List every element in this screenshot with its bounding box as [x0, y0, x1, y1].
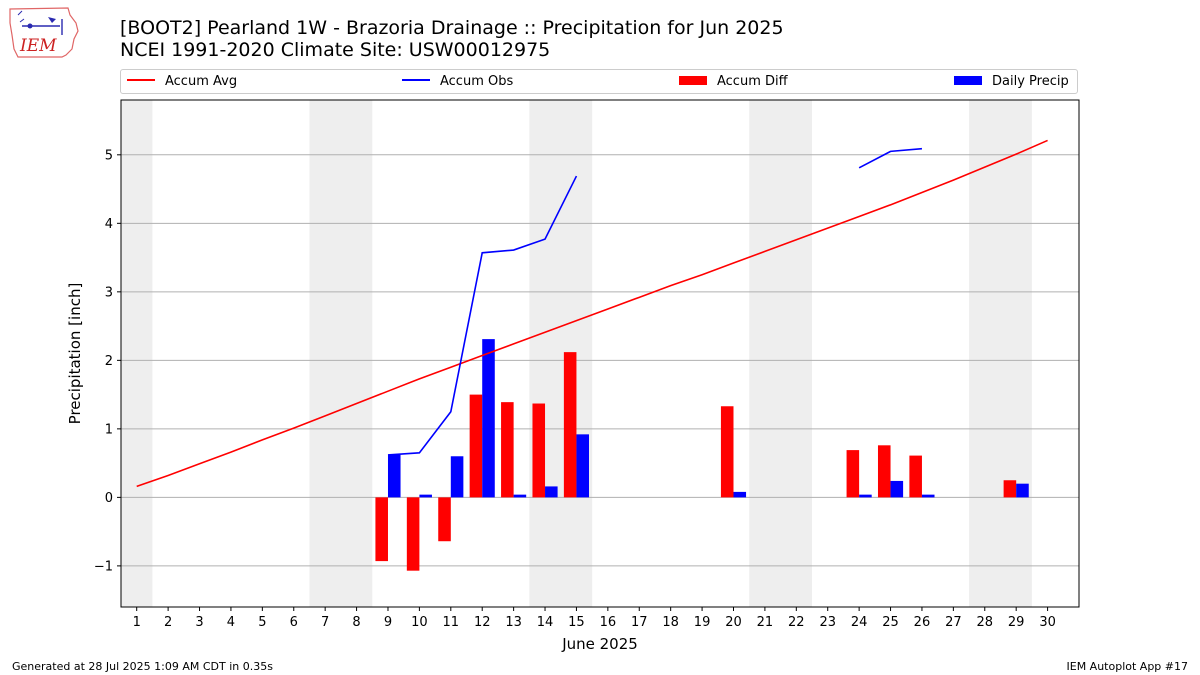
- ytick-label-5: 5: [105, 148, 113, 163]
- daily-precip-bar-day-26: [921, 494, 935, 498]
- xtick-label-11: 11: [443, 615, 460, 630]
- xtick-label-25: 25: [882, 615, 899, 630]
- daily-precip-bar-day-20: [733, 491, 747, 498]
- iowa-map-icon: IEM: [9, 7, 79, 58]
- grid-lines: [121, 154, 1079, 567]
- xtick-label-16: 16: [600, 615, 617, 630]
- xtick-label-17: 17: [631, 615, 648, 630]
- legend-swatch-accum-obs: [402, 79, 430, 81]
- daily-precip-bar-day-12: [482, 339, 495, 498]
- xtick-label-8: 8: [352, 615, 360, 630]
- daily-precip-bar-day-24: [859, 494, 872, 498]
- daily-precip-bar-day-13: [513, 494, 527, 498]
- chart-title: [BOOT2] Pearland 1W - Brazoria Drainage …: [120, 17, 784, 61]
- accum-avg-line: [136, 139, 1048, 488]
- xtick-label-18: 18: [662, 615, 679, 630]
- legend-item-accum-obs: Accum Obs: [402, 74, 513, 90]
- ytick-label-2: 2: [105, 354, 113, 369]
- legend-label-daily-precip: Daily Precip: [992, 74, 1069, 89]
- xtick-label-10: 10: [411, 615, 428, 630]
- y-axis-label: Precipitation [inch]: [66, 283, 84, 425]
- xtick-label-26: 26: [914, 615, 931, 630]
- accum-diff-bar-day-25: [877, 445, 891, 498]
- legend-item-accum-avg: Accum Avg: [127, 74, 237, 90]
- accum-diff-bar-day-24: [846, 450, 860, 498]
- weekend-band-3: [529, 100, 593, 607]
- accum-obs-line-segment-1: [387, 175, 578, 456]
- logo-text: IEM: [19, 36, 57, 56]
- title-line-1: [BOOT2] Pearland 1W - Brazoria Drainage …: [120, 17, 784, 39]
- xtick-label-14: 14: [537, 615, 554, 630]
- daily-precip-bar-day-29: [1016, 483, 1029, 498]
- legend-item-accum-diff: Accum Diff: [679, 74, 788, 90]
- iem-logo: IEM: [8, 5, 82, 61]
- weekend-band-2: [309, 100, 373, 607]
- line-series: [136, 139, 1048, 488]
- app-note: IEM Autoplot App #17: [1066, 660, 1189, 673]
- xtick-label-13: 13: [505, 615, 522, 630]
- legend-swatch-accum-diff: [679, 75, 707, 85]
- accum-diff-bar-day-10: [406, 497, 420, 571]
- accum-diff-bar-day-9: [375, 497, 388, 562]
- accum-obs-line-segment-2: [858, 147, 923, 169]
- xtick-label-1: 1: [133, 615, 141, 630]
- xtick-label-24: 24: [851, 615, 868, 630]
- xtick-label-5: 5: [258, 615, 266, 630]
- title-line-2: NCEI 1991-2020 Climate Site: USW00012975: [120, 39, 551, 61]
- accum-diff-bar-day-11: [438, 497, 451, 542]
- weekend-band-4: [749, 100, 813, 607]
- xtick-label-29: 29: [1008, 615, 1025, 630]
- daily-precip-bar-day-9: [387, 454, 401, 498]
- ytick-label-3: 3: [105, 285, 113, 300]
- daily-precip-bar-day-11: [450, 456, 464, 498]
- daily-precip-bar-day-15: [576, 434, 590, 498]
- accum-diff-bar-day-14: [532, 403, 546, 498]
- accum-diff-bar-day-26: [909, 455, 922, 498]
- ytick-label-4: 4: [105, 217, 113, 232]
- daily-precip-bar-day-10: [419, 494, 432, 498]
- legend-item-daily-precip: Daily Precip: [954, 74, 1069, 90]
- plot-frame: [120, 99, 1080, 608]
- xtick-label-28: 28: [976, 615, 993, 630]
- xtick-label-12: 12: [474, 615, 491, 630]
- chart-legend: Accum Avg Accum Obs Accum Diff Daily Pre…: [120, 69, 1078, 94]
- weekend-band-5: [969, 100, 1032, 607]
- daily-precip-bar-day-25: [890, 480, 904, 498]
- ytick-label-0: 0: [105, 491, 113, 506]
- accum-diff-bar-day-12: [469, 394, 483, 498]
- x-axis-label: June 2025: [561, 635, 638, 653]
- accum-diff-bar-day-15: [563, 352, 577, 498]
- xtick-label-7: 7: [321, 615, 329, 630]
- legend-swatch-daily-precip: [954, 75, 982, 85]
- xtick-label-15: 15: [568, 615, 585, 630]
- xtick-label-2: 2: [164, 615, 172, 630]
- legend-label-accum-diff: Accum Diff: [717, 74, 788, 89]
- xtick-label-30: 30: [1039, 615, 1056, 630]
- weekend-band-1: [121, 100, 153, 607]
- xtick-label-27: 27: [945, 615, 962, 630]
- accum-diff-bar-day-13: [501, 402, 514, 498]
- xtick-label-22: 22: [788, 615, 805, 630]
- legend-label-accum-avg: Accum Avg: [165, 74, 238, 89]
- generated-note: Generated at 28 Jul 2025 1:09 AM CDT in …: [12, 660, 273, 673]
- xtick-label-6: 6: [290, 615, 298, 630]
- xtick-label-3: 3: [195, 615, 203, 630]
- daily-precip-bar-day-14: [545, 486, 558, 498]
- xtick-label-21: 21: [757, 615, 774, 630]
- xtick-label-19: 19: [694, 615, 711, 630]
- accum-diff-bar-day-29: [1003, 480, 1017, 498]
- ytick-label--1: −1: [94, 559, 113, 574]
- legend-swatch-accum-avg: [127, 79, 155, 81]
- accum-diff-bar-day-20: [720, 406, 734, 498]
- legend-label-accum-obs: Accum Obs: [440, 74, 514, 89]
- xtick-label-23: 23: [819, 615, 836, 630]
- weekend-shading: [121, 100, 1032, 607]
- xtick-label-4: 4: [227, 615, 235, 630]
- ytick-label-1: 1: [105, 422, 113, 437]
- xtick-label-20: 20: [725, 615, 742, 630]
- bar-series: [375, 339, 1029, 571]
- xtick-label-9: 9: [384, 615, 392, 630]
